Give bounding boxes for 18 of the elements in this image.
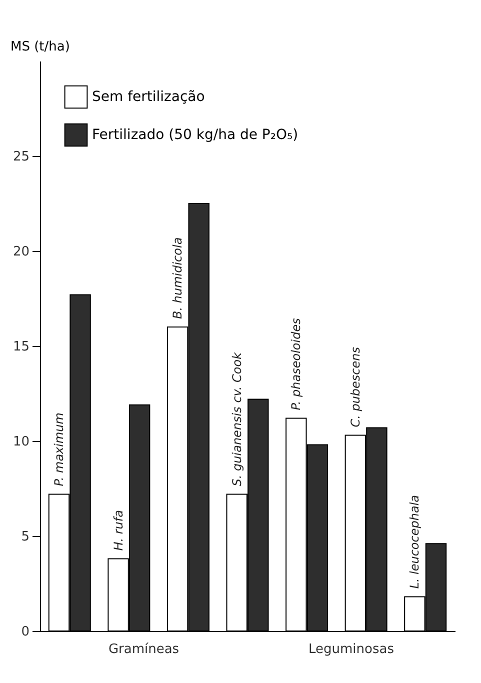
- x-tick-label: S. guianensis cv. Cook: [230, 351, 244, 486]
- x-tick-label: P. maximum: [52, 412, 66, 486]
- legend-label: Fertilizado (50 kg/ha de P₂O₅): [92, 127, 298, 143]
- x-tick-label: B. humidicola: [170, 237, 185, 319]
- x-tick-label: H. rufa: [111, 510, 126, 551]
- y-tick-label: 0: [21, 624, 30, 640]
- x-tick-label: L. leucocephala: [408, 494, 422, 589]
- y-tick-label: 15: [12, 340, 30, 354]
- y-tick-label: 10: [12, 434, 30, 450]
- y-axis-title: MS (t/ha): [10, 40, 70, 54]
- y-tick-label: 25: [12, 150, 30, 164]
- x-tick-label: C. pubescens: [348, 346, 362, 428]
- text: Gramíneas: [108, 642, 180, 657]
- text: Leguminosas: [308, 642, 394, 657]
- y-tick-label: 20: [12, 244, 30, 260]
- y-tick-label: 5: [21, 530, 30, 544]
- x-tick-label: P. phaseoloides: [289, 318, 304, 410]
- legend-label: Sem fertilização: [92, 89, 205, 105]
